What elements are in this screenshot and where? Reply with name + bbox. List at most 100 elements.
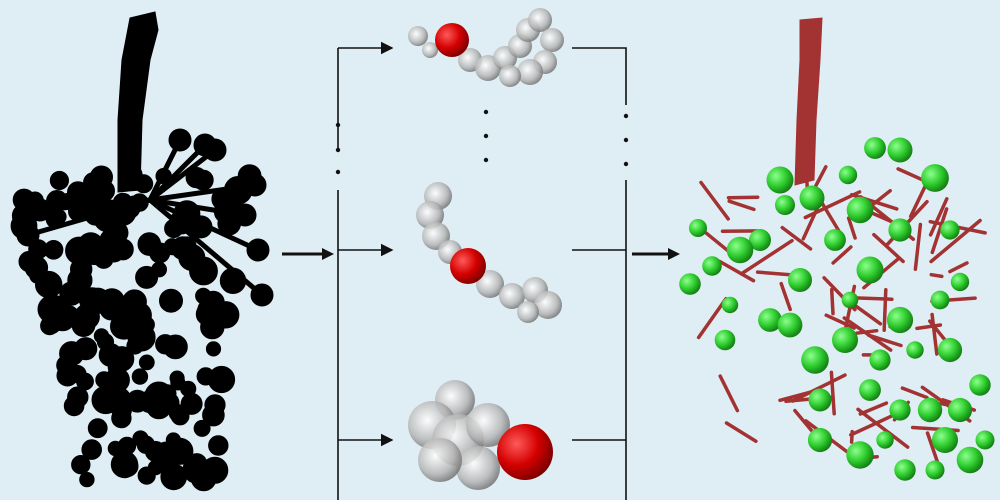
berry-stem xyxy=(149,197,246,218)
segment-point-patch xyxy=(418,438,462,482)
berry-sphere xyxy=(777,312,803,338)
berry-blob xyxy=(93,328,110,344)
berry-stem xyxy=(148,197,260,253)
berry-blob xyxy=(243,173,267,197)
berry-stem xyxy=(149,182,256,203)
berry-sphere xyxy=(856,256,884,284)
berry-sphere xyxy=(832,327,858,353)
skeleton-branch xyxy=(872,232,905,264)
berry-blob xyxy=(201,461,220,480)
berry-blob xyxy=(189,256,218,286)
skeleton-branch xyxy=(858,401,889,416)
berry-sphere xyxy=(859,379,881,401)
berry-blob xyxy=(193,419,211,437)
berry-sphere xyxy=(975,430,995,450)
berry-blob xyxy=(207,365,236,394)
skeleton-branch xyxy=(929,218,982,264)
segment-point-patch xyxy=(422,42,438,58)
skeleton-branch xyxy=(882,288,888,332)
berry-blob xyxy=(81,439,102,460)
berry-blob xyxy=(112,315,136,338)
skeleton-branch xyxy=(727,199,756,212)
berry-sphere xyxy=(749,229,771,251)
berry-blob xyxy=(192,169,214,191)
flow-arrows xyxy=(282,248,680,260)
input-point-cloud xyxy=(10,11,274,492)
berry-blob xyxy=(208,435,229,456)
skeleton-branch xyxy=(929,272,944,279)
segment-top xyxy=(408,8,564,87)
berry-blob xyxy=(98,343,123,367)
input-berry-cluster xyxy=(10,128,274,492)
berry-blob xyxy=(67,181,89,204)
berry-blob xyxy=(106,388,122,404)
skeleton-branch xyxy=(726,195,760,200)
berry-sphere xyxy=(808,388,832,412)
skeleton-branch xyxy=(948,261,969,274)
right-bracket-top xyxy=(572,47,627,105)
berry-sphere xyxy=(906,341,924,359)
berry-blob xyxy=(104,367,130,393)
berry-blob xyxy=(159,288,183,313)
arrow-right-icon-head xyxy=(668,248,680,260)
skeleton-branch xyxy=(928,197,949,237)
segment-point-patch xyxy=(517,301,539,323)
berry-blob xyxy=(250,283,274,307)
skeleton-branch xyxy=(724,421,758,443)
berry-blob xyxy=(168,128,192,152)
segment-point-patch xyxy=(416,201,444,229)
skeleton-branch xyxy=(718,374,740,413)
skeleton-branch xyxy=(790,373,847,403)
berry-sphere xyxy=(889,399,911,421)
berry-blob xyxy=(80,237,109,266)
berry-blob xyxy=(74,337,98,361)
berry-sphere xyxy=(950,272,970,292)
berry-sphere xyxy=(969,374,991,396)
berry-blob xyxy=(151,261,168,278)
skeleton-branch xyxy=(803,154,810,194)
berry-blob xyxy=(79,471,95,488)
segment-point-patch xyxy=(517,59,543,85)
segment-point-patch xyxy=(499,283,525,309)
berry-blob xyxy=(171,236,195,261)
berry-sphere xyxy=(846,196,874,224)
skeleton-branch xyxy=(930,312,939,356)
berry-blob xyxy=(197,307,215,324)
berry-stem xyxy=(148,143,207,202)
skeleton-branch xyxy=(739,238,794,276)
berry-stem xyxy=(148,198,264,297)
berry-blob xyxy=(146,393,172,420)
berry-sphere xyxy=(714,329,736,351)
berry-sphere xyxy=(799,185,825,211)
segment-point-patch xyxy=(408,26,428,46)
berry-blob xyxy=(138,354,155,371)
fitted-sphere-middle xyxy=(450,248,486,284)
segment-middle-points xyxy=(416,182,562,323)
berry-blob xyxy=(87,418,108,439)
berry-blob xyxy=(43,240,64,260)
skeleton-branch xyxy=(915,323,943,331)
skeleton-branch xyxy=(696,296,728,340)
segment-point-patch xyxy=(476,270,504,298)
skeleton-branch xyxy=(824,313,856,330)
fitted-berry-spheres xyxy=(679,137,995,481)
fitted-sphere-bottom xyxy=(497,424,553,480)
berry-blob xyxy=(73,303,100,330)
berry-blob xyxy=(98,288,125,315)
berry-stem xyxy=(27,197,151,238)
skeleton-branch xyxy=(913,222,923,271)
berry-sphere xyxy=(930,290,950,310)
segment-point-patch xyxy=(466,403,510,447)
segment-middle xyxy=(416,182,562,323)
berry-sphere xyxy=(864,137,886,159)
berry-sphere xyxy=(726,236,754,264)
berry-sphere xyxy=(932,427,958,453)
skeleton-branch xyxy=(846,216,857,240)
berry-blob xyxy=(71,455,91,475)
berry-blob xyxy=(111,407,132,429)
berry-blob xyxy=(63,395,85,417)
fitted-sphere-top xyxy=(435,23,469,57)
segment-bottom-points xyxy=(408,380,510,490)
berry-blob xyxy=(49,170,70,191)
berry-sphere xyxy=(888,218,912,242)
